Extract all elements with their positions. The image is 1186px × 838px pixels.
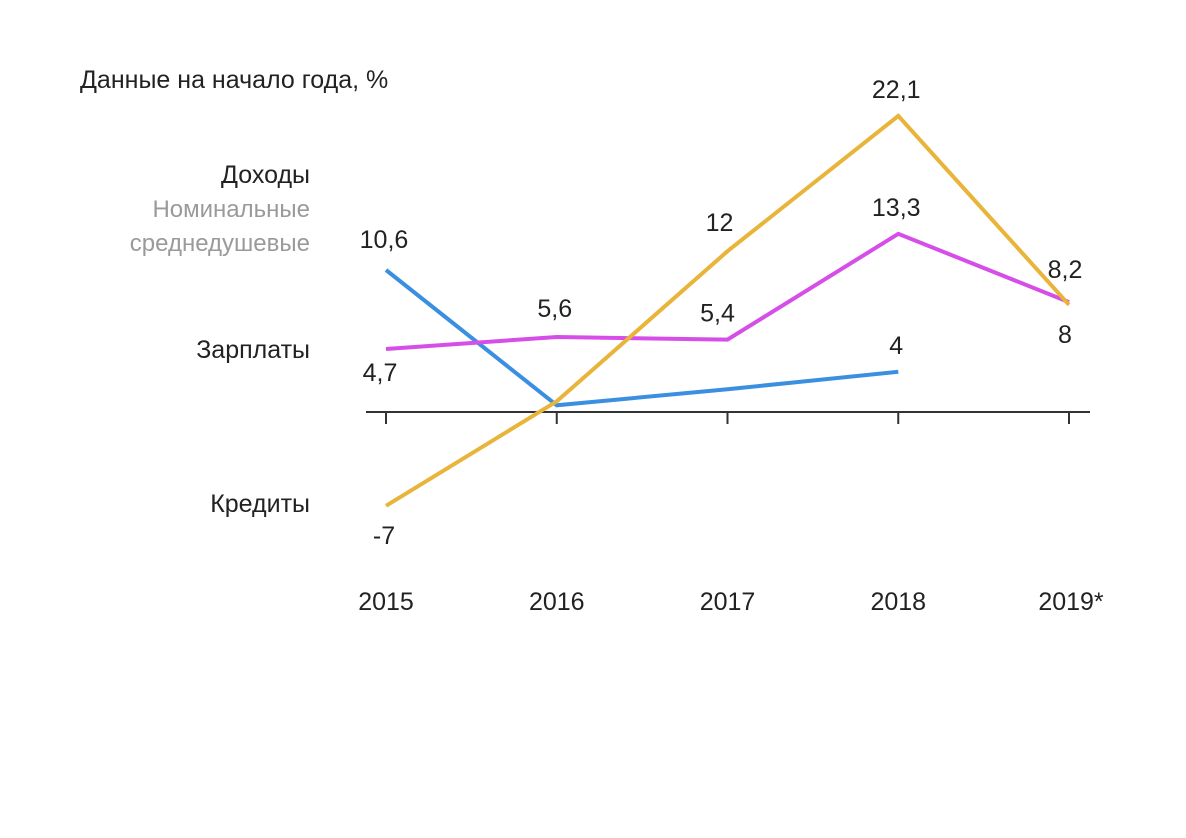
x-tick-label: 2018 [870, 588, 926, 616]
chart-subtitle: Данные на начало года, % [80, 66, 388, 94]
data-label: 8,2 [1048, 256, 1083, 284]
legend-nominal-label-line1: Номинальные [152, 196, 310, 223]
data-label: 4 [889, 332, 903, 360]
x-tick-label: 2015 [358, 588, 414, 616]
x-tick-label: 2016 [529, 588, 585, 616]
data-label: 10,6 [360, 226, 409, 254]
legend-income-label: Доходы [221, 161, 310, 189]
series-line-2 [384, 113, 1071, 508]
legend-salary-label: Зарплаты [196, 336, 310, 364]
data-label: -7 [373, 522, 395, 550]
data-label: 5,6 [537, 295, 572, 323]
data-label: 5,4 [700, 300, 735, 328]
data-label: 8 [1058, 321, 1072, 349]
series-line-0 [384, 268, 899, 408]
data-label: 13,3 [872, 194, 921, 222]
data-label: 12 [706, 209, 734, 237]
data-label: 4,7 [363, 359, 398, 387]
legend-nominal-label-line2: среднедушевые [130, 230, 310, 257]
legend-credit-label: Кредиты [210, 490, 310, 518]
x-tick-label: 2019* [1038, 588, 1104, 616]
x-tick-label: 2017 [700, 588, 756, 616]
series-line-1 [385, 231, 1070, 351]
data-label: 22,1 [872, 76, 921, 104]
